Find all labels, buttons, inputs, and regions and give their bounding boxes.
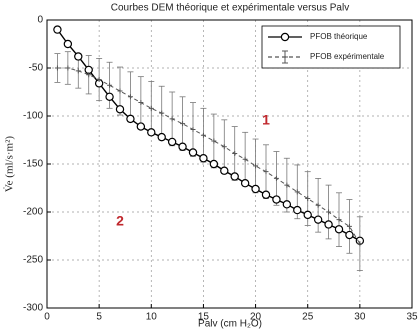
- point: [178, 142, 187, 151]
- point: [159, 110, 165, 116]
- legend-label: PFOB théorique: [310, 32, 368, 41]
- legend-label: PFOB expérimentale: [310, 52, 385, 61]
- x-tick-label: 20: [250, 312, 262, 323]
- point: [74, 52, 83, 61]
- point: [211, 138, 217, 144]
- point: [105, 92, 114, 102]
- point: [272, 195, 281, 204]
- y-tick-label: -300: [23, 303, 43, 314]
- point: [251, 184, 260, 194]
- point: [169, 116, 175, 122]
- point: [313, 215, 323, 224]
- point: [282, 200, 292, 209]
- point: [220, 166, 229, 175]
- point: [240, 178, 250, 188]
- point: [336, 217, 342, 223]
- legend-marker: [282, 50, 288, 64]
- series-line: [57, 67, 361, 244]
- point: [180, 121, 186, 127]
- point: [230, 172, 239, 181]
- x-tick-label: 35: [406, 312, 418, 323]
- x-axis-label: Palv (cm H₂O): [198, 319, 262, 329]
- legend-marker: [280, 32, 290, 42]
- point: [326, 209, 332, 215]
- chart-title: Courbes DEM théorique et expérimentale v…: [111, 3, 349, 14]
- point: [127, 94, 133, 100]
- y-axis-label: V̇e (ml/s·m²): [3, 136, 15, 192]
- y-tick-label: -100: [23, 111, 43, 122]
- point: [148, 105, 154, 111]
- annotation: 1: [262, 112, 270, 128]
- point: [75, 68, 81, 74]
- x-tick-label: 5: [96, 312, 102, 323]
- point: [147, 128, 156, 137]
- point: [294, 189, 300, 195]
- x-tick-label: 25: [302, 312, 314, 323]
- point: [86, 72, 92, 78]
- x-tick-label: 15: [198, 312, 210, 323]
- x-tick-label: 30: [354, 312, 366, 323]
- point: [303, 210, 312, 220]
- point: [293, 205, 302, 215]
- y-tick-label: -250: [23, 255, 43, 266]
- point: [242, 156, 248, 162]
- point: [115, 105, 125, 114]
- point: [261, 190, 271, 199]
- point: [126, 114, 135, 124]
- point: [107, 82, 113, 88]
- point: [199, 154, 208, 163]
- point: [136, 122, 146, 131]
- point: [65, 65, 71, 71]
- point: [221, 144, 227, 150]
- point: [253, 163, 259, 169]
- point: [346, 223, 352, 229]
- point: [273, 175, 279, 181]
- point: [209, 159, 219, 169]
- point: [345, 230, 354, 240]
- y-tick-label: -50: [29, 63, 44, 74]
- point: [200, 132, 206, 138]
- plot-frame: [46, 19, 413, 309]
- point: [157, 132, 166, 142]
- point: [263, 169, 269, 175]
- annotation: 2: [116, 212, 124, 228]
- point: [324, 220, 333, 229]
- y-tick-label: -150: [23, 159, 43, 170]
- point: [284, 182, 290, 188]
- y-tick-label: -200: [23, 207, 43, 218]
- point: [53, 25, 62, 34]
- point: [63, 39, 73, 49]
- point: [334, 225, 344, 234]
- point: [190, 126, 196, 132]
- point: [54, 65, 60, 71]
- y-tick-label: 0: [37, 15, 43, 26]
- point: [138, 100, 144, 106]
- point: [167, 137, 177, 147]
- point: [232, 150, 238, 156]
- point: [188, 148, 198, 157]
- point: [357, 241, 363, 247]
- x-tick-label: 0: [44, 312, 50, 323]
- point: [305, 196, 311, 202]
- x-tick-label: 10: [146, 312, 158, 323]
- point: [96, 77, 102, 83]
- point: [117, 88, 123, 94]
- point: [315, 202, 321, 208]
